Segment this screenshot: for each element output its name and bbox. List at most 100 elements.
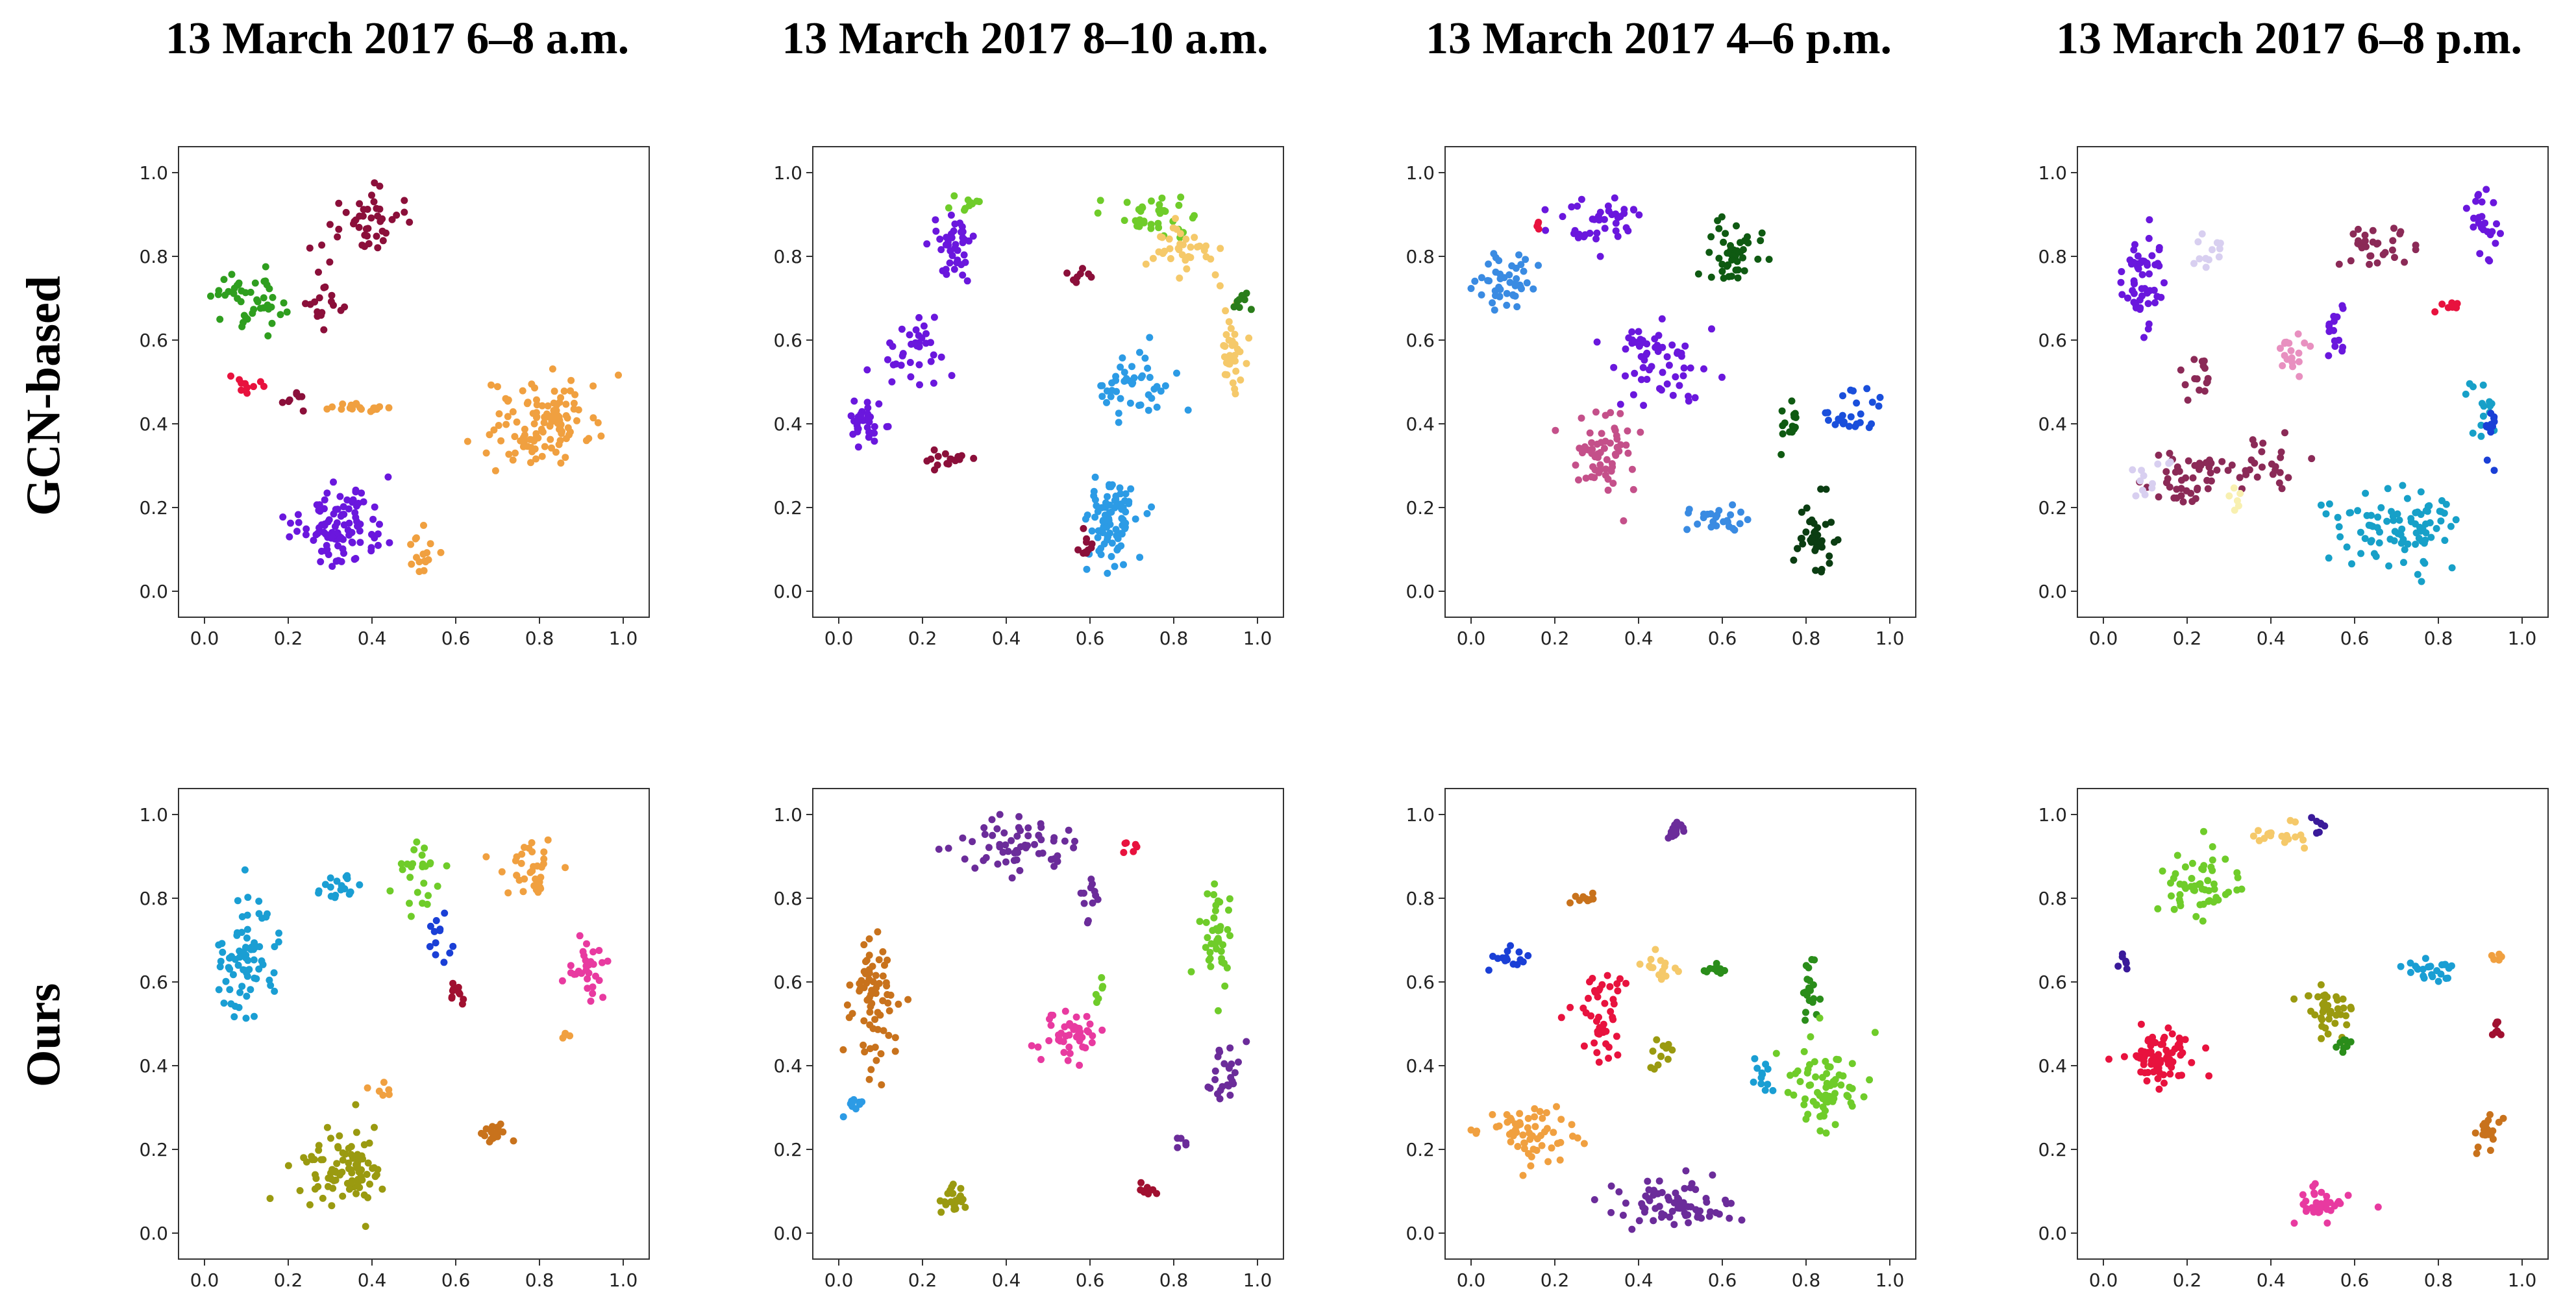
data-point [316, 501, 323, 509]
cluster-8 [2397, 955, 2455, 985]
data-point [1504, 948, 1511, 955]
data-point [1575, 476, 1582, 484]
data-point [1557, 1138, 1565, 1146]
data-point [1489, 299, 1496, 307]
data-point [2258, 448, 2266, 456]
data-point [2281, 839, 2288, 846]
data-point [505, 450, 513, 458]
data-point [1607, 1208, 1615, 1216]
data-point [1082, 515, 1089, 523]
data-point [537, 874, 545, 881]
data-point [1827, 1096, 1835, 1104]
data-point [1728, 1199, 1735, 1207]
y-tick-label: 0.6 [773, 330, 802, 351]
y-tick-label: 0.0 [773, 1223, 802, 1244]
data-point [528, 848, 536, 855]
data-point [1204, 1083, 1212, 1091]
data-point [2155, 451, 2162, 459]
data-point [1728, 273, 1735, 280]
data-point [1602, 465, 1610, 473]
data-point [1639, 363, 1647, 371]
data-point [2209, 843, 2216, 851]
data-point [1578, 414, 1585, 422]
data-point [1740, 267, 1748, 275]
row-label-ours: Ours [17, 983, 71, 1088]
data-point [945, 204, 952, 212]
data-point [1543, 1125, 1551, 1133]
data-point [322, 547, 330, 555]
data-point [1637, 376, 1645, 384]
data-point [432, 939, 440, 947]
data-point [1591, 1196, 1598, 1203]
data-point [374, 530, 382, 538]
cluster-2 [2190, 230, 2224, 271]
data-point [2369, 227, 2377, 234]
data-point [1184, 406, 1192, 414]
data-point [2136, 296, 2144, 304]
data-point [1083, 538, 1090, 546]
data-point [1505, 271, 1513, 278]
cluster-6 [323, 400, 393, 415]
data-point [2204, 877, 2212, 885]
data-point [356, 881, 364, 888]
cluster-8 [1790, 485, 1842, 576]
data-point [2285, 339, 2293, 347]
data-point [2497, 953, 2505, 960]
data-point [1602, 471, 1609, 479]
data-point [2469, 429, 2477, 437]
data-point [1211, 271, 1219, 278]
data-point [1619, 1212, 1627, 1219]
data-point [1144, 364, 1152, 372]
data-point [1537, 1132, 1544, 1140]
cluster-11 [1647, 1036, 1676, 1073]
y-tick-label: 0.2 [139, 1139, 168, 1160]
data-point [2339, 1048, 2347, 1056]
data-point [2325, 554, 2333, 562]
y-tick-label: 1.0 [1406, 162, 1435, 184]
data-point [2145, 320, 2153, 328]
x-tick-label: 0.2 [274, 628, 303, 649]
data-point [1524, 1150, 1532, 1157]
cluster-6 [1683, 501, 1752, 534]
data-point [1074, 546, 1082, 554]
data-point [337, 306, 345, 314]
data-point [512, 857, 519, 864]
data-point [1214, 1053, 1222, 1060]
data-point [1526, 1136, 1534, 1143]
data-point [1471, 277, 1479, 285]
data-point [1594, 993, 1602, 1001]
data-point [1074, 1031, 1082, 1039]
data-point [1784, 1088, 1792, 1096]
data-point [1700, 365, 1707, 373]
data-point [1082, 548, 1089, 556]
data-point [432, 951, 440, 959]
data-point [481, 1132, 488, 1140]
data-point [512, 449, 519, 457]
data-point [1624, 449, 1632, 457]
data-point [279, 398, 286, 406]
data-point [1687, 364, 1694, 372]
data-point [1514, 1143, 1522, 1150]
data-point [567, 376, 575, 384]
data-point [932, 227, 940, 235]
data-point [541, 443, 549, 450]
data-point [2287, 347, 2295, 354]
data-point [2492, 239, 2499, 247]
data-point [2307, 343, 2314, 350]
data-point [1557, 1116, 1565, 1123]
data-point [892, 360, 900, 368]
data-point [338, 557, 345, 565]
data-point [871, 423, 878, 430]
data-point [1596, 252, 1604, 260]
data-point [2178, 476, 2185, 484]
cluster-2 [1541, 194, 1643, 260]
data-point [945, 844, 952, 852]
data-point [942, 265, 950, 273]
data-point [1575, 230, 1583, 238]
data-point [2144, 300, 2152, 308]
data-point [850, 397, 858, 405]
data-point [519, 443, 527, 450]
data-point [1531, 1123, 1539, 1131]
data-point [1857, 410, 1864, 418]
data-point [2310, 1189, 2318, 1197]
